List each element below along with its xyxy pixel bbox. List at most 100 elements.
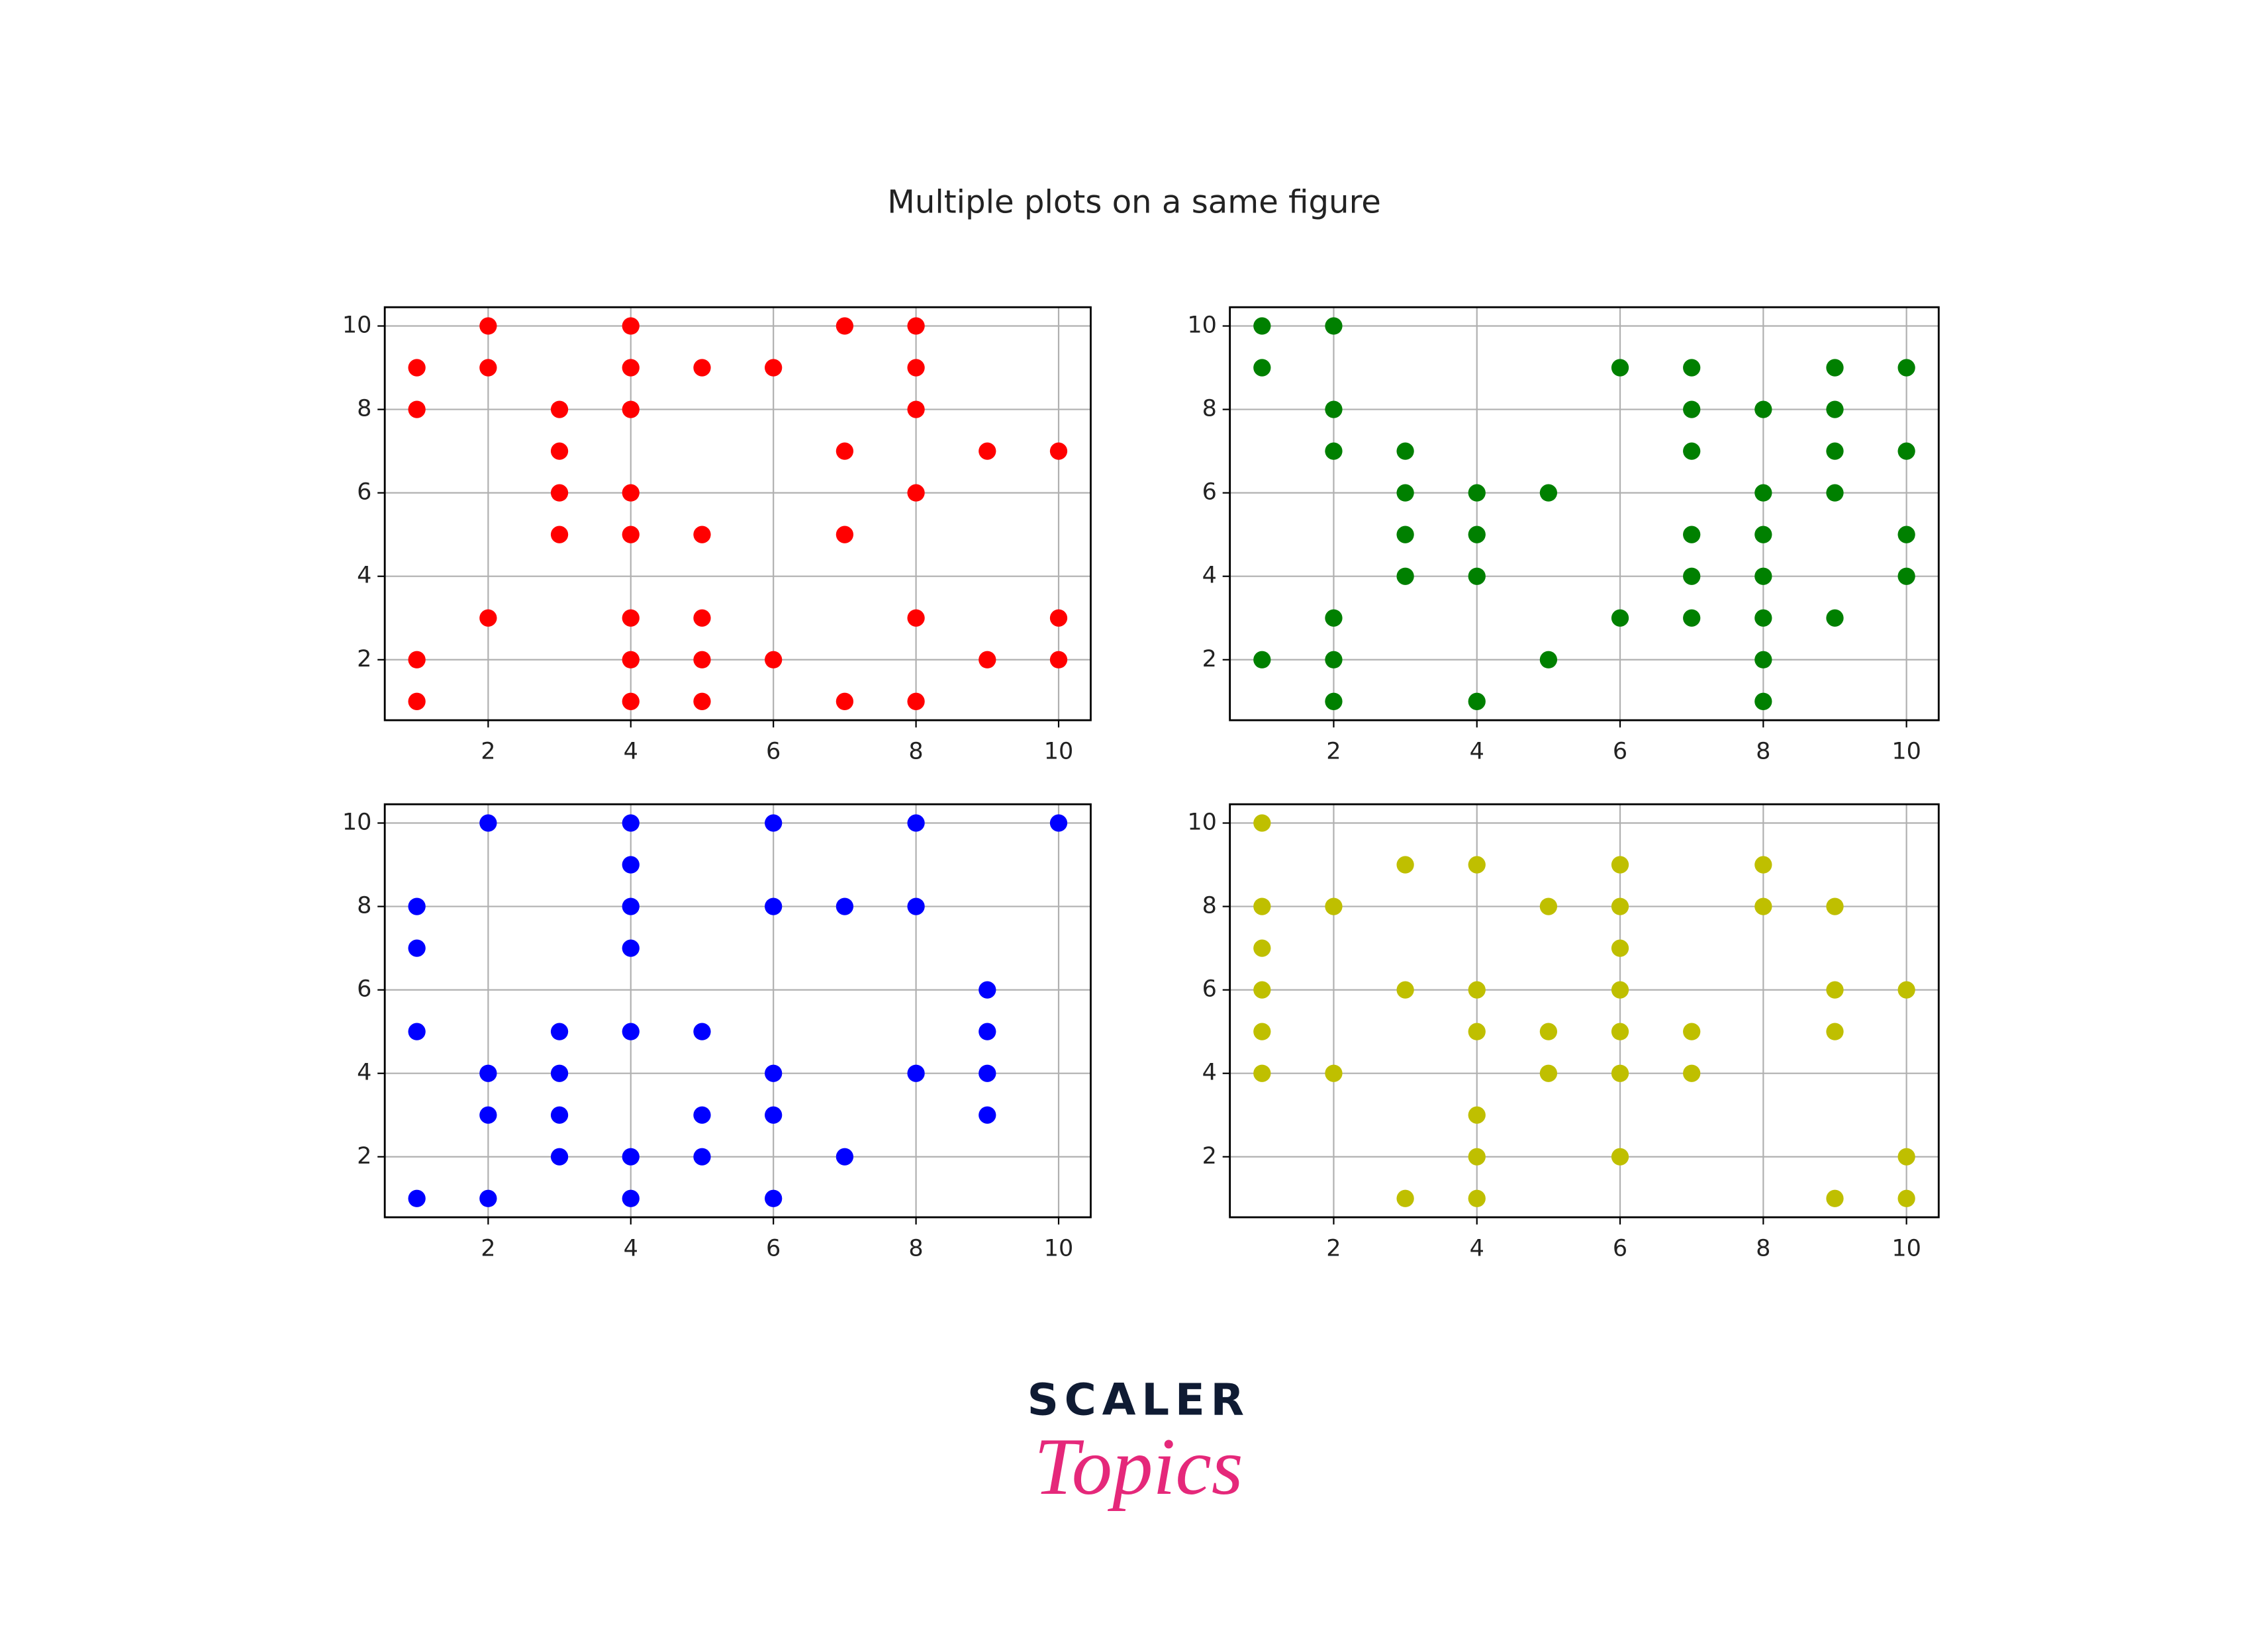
scatter-point [1468, 856, 1486, 874]
scatter-point [1754, 692, 1772, 710]
y-tick-label: 8 [1202, 892, 1217, 919]
scatter-point [979, 1106, 996, 1124]
scatter-point [765, 897, 783, 915]
scatter-point [479, 1106, 497, 1124]
scatter-point [1468, 1023, 1486, 1040]
scatter-point [622, 359, 640, 377]
y-tick-label: 6 [1202, 976, 1217, 1003]
scatter-point [550, 1106, 569, 1124]
scatter-point [1611, 981, 1629, 999]
scatter-point [1468, 1148, 1486, 1166]
scatter-point [1826, 400, 1844, 418]
y-tick-label: 8 [1202, 395, 1217, 422]
scatter-point [408, 1189, 426, 1207]
x-tick-label: 2 [481, 1234, 495, 1262]
scatter-point [622, 897, 640, 915]
y-tick-label: 6 [357, 479, 371, 506]
scatter-point [1826, 359, 1844, 377]
scatter-point [1325, 609, 1343, 627]
scatter-point [1611, 359, 1629, 377]
scatter-point [550, 1148, 569, 1166]
axes-frame [383, 803, 1092, 1218]
scatter-point [1826, 484, 1844, 502]
scatter-point [1325, 400, 1343, 418]
x-tick-label: 2 [481, 737, 495, 764]
scatter-point [1826, 1023, 1844, 1040]
scatter-point [1539, 897, 1558, 915]
y-tick-label: 6 [357, 976, 371, 1003]
scatter-point [1468, 526, 1486, 543]
x-tick-label: 10 [1044, 737, 1074, 764]
scatter-point [622, 484, 640, 502]
scatter-point [479, 317, 497, 335]
y-tick-label: 10 [1187, 809, 1217, 836]
scatter-point [622, 1023, 640, 1040]
scatter-point [1683, 567, 1701, 585]
scatter-point [1754, 484, 1772, 502]
scatter-point [1396, 981, 1414, 999]
scatter-point [1539, 1064, 1558, 1082]
scatter-point [1253, 814, 1271, 832]
scatter-point [1683, 1023, 1701, 1040]
scatter-point [979, 651, 996, 668]
scatter-point [1611, 1148, 1629, 1166]
scatter-point [479, 609, 497, 627]
scatter-point [1754, 651, 1772, 668]
scatter-point [550, 1064, 569, 1082]
subplot: 2 4 6 8 10 2 4 6 8 10 [342, 803, 1092, 1262]
y-tick-label: 4 [1202, 562, 1217, 589]
scatter-point [765, 814, 783, 832]
scatter-point [693, 609, 711, 627]
scatter-point [1897, 981, 1915, 999]
scatter-point [408, 939, 426, 957]
scatter-point [1826, 897, 1844, 915]
x-tick-label: 6 [766, 737, 781, 764]
scatter-point [1468, 981, 1486, 999]
scatter-point [1468, 567, 1486, 585]
y-tick-label: 10 [342, 312, 372, 339]
scatter-point [479, 359, 497, 377]
scatter-point [979, 1064, 996, 1082]
scatter-point [1683, 400, 1701, 418]
scatter-point [1049, 442, 1068, 460]
scatter-point [979, 1023, 996, 1040]
scatter-point [1683, 359, 1701, 377]
y-tick-label: 10 [342, 809, 372, 836]
x-tick-label: 8 [908, 1234, 923, 1262]
x-tick-label: 10 [1044, 1234, 1074, 1262]
scatter-point [622, 317, 640, 335]
scatter-point [907, 1064, 925, 1082]
scatter-point [765, 1189, 783, 1207]
y-tick-label: 4 [357, 1059, 371, 1086]
scatter-point [1049, 651, 1068, 668]
scatter-point [1897, 1189, 1915, 1207]
scatter-point [1253, 1064, 1271, 1082]
scatter-point [693, 692, 711, 710]
scatter-point [550, 442, 569, 460]
scatter-point [622, 856, 640, 874]
scatter-point [836, 526, 854, 543]
scatter-point [550, 1023, 569, 1040]
scatter-point [622, 609, 640, 627]
y-tick-label: 2 [1202, 645, 1217, 672]
scatter-point [836, 1148, 854, 1166]
scatter-point [622, 400, 640, 418]
scatter-point [1611, 856, 1629, 874]
scatter-point [622, 939, 640, 957]
scatter-point [622, 692, 640, 710]
scatter-point [979, 981, 996, 999]
scatter-point [622, 814, 640, 832]
scatter-point [479, 1189, 497, 1207]
scatter-point [550, 526, 569, 543]
x-tick-label: 8 [1756, 737, 1770, 764]
scatter-point [550, 400, 569, 418]
scatter-point [479, 814, 497, 832]
scatter-point [622, 1148, 640, 1166]
scatter-point [1754, 567, 1772, 585]
scatter-point [408, 692, 426, 710]
x-tick-label: 4 [1470, 1234, 1484, 1262]
scatter-point [1683, 1064, 1701, 1082]
scatter-point [1253, 981, 1271, 999]
scatter-point [1897, 567, 1915, 585]
